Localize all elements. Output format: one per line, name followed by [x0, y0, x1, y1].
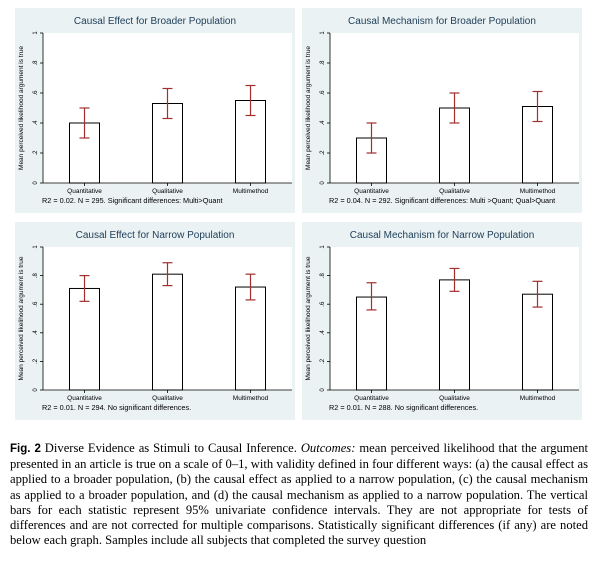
- y-tick-label: .2: [33, 150, 39, 156]
- x-tick-label: Qualitative: [439, 188, 470, 195]
- x-tick-label: Quantitative: [354, 188, 389, 195]
- bar-quantitative: [356, 296, 387, 391]
- y-tick-label: 1: [33, 245, 39, 249]
- chart-panel-1: Causal Effect for Broader Population 0 .2.…: [15, 8, 295, 213]
- x-tick-label: Qualitative: [439, 395, 470, 402]
- y-tick-label: .4: [320, 120, 326, 126]
- x-tick-label: Quantitative: [354, 395, 389, 402]
- y-tick-label: .2: [320, 150, 326, 156]
- caption-text-2: mean perceived likelihood that the argum…: [10, 441, 588, 548]
- y-tick-label: .4: [33, 330, 39, 336]
- y-tick-label: .6: [320, 90, 326, 96]
- bar-multimethod: [522, 293, 553, 391]
- y-axis-title: Mean perceived likelihood argument is tr…: [18, 256, 25, 380]
- bar-multimethod: [235, 286, 266, 391]
- x-tick-label: Multimethod: [233, 395, 269, 402]
- x-tick-label: Multimethod: [520, 188, 556, 195]
- y-axis-title: Mean perceived likelihood argument is tr…: [305, 46, 312, 170]
- bar-qualitative: [439, 279, 470, 391]
- y-tick-label: .8: [33, 272, 39, 278]
- y-axis-title: Mean perceived likelihood argument is tr…: [18, 46, 25, 170]
- y-tick-label: .2: [33, 358, 39, 364]
- y-axis-title: Mean perceived likelihood argument is tr…: [305, 256, 312, 380]
- chart-panel-3: Causal Effect for Narrow Population 0 .2 .4…: [15, 222, 295, 420]
- y-tick-label: 0: [33, 181, 39, 185]
- chart-note: R2 = 0.01. N = 294. No significant diffe…: [42, 403, 191, 412]
- chart-title: Causal Mechanism for Narrow Population: [350, 230, 535, 241]
- y-tick-label: 1: [33, 31, 39, 35]
- caption-outcomes-label: Outcomes:: [300, 441, 356, 455]
- caption-label: Fig. 2: [10, 443, 41, 455]
- bar-qualitative: [152, 273, 183, 391]
- chart-panel-2: Causal Mechanism for Broader Population 0…: [302, 8, 582, 213]
- y-tick-label: .4: [33, 120, 39, 126]
- y-tick-label: 1: [320, 31, 326, 35]
- x-tick-label: Qualitative: [152, 395, 183, 402]
- y-tick-label: .8: [320, 272, 326, 278]
- bar-quantitative: [69, 287, 100, 391]
- y-tick-label: .8: [33, 60, 39, 66]
- y-tick-label: .4: [320, 330, 326, 336]
- x-tick-label: Multimethod: [520, 395, 556, 402]
- y-tick-label: .6: [320, 301, 326, 307]
- figure-caption: Fig. 2 Diverse Evidence as Stimuli to Ca…: [10, 441, 588, 548]
- y-tick-label: 0: [33, 388, 39, 392]
- x-tick-label: Quantitative: [67, 395, 102, 402]
- x-tick-label: Multimethod: [233, 188, 269, 195]
- chart-note: R2 = 0.02. N = 295. Significant differen…: [42, 196, 223, 205]
- chart-note: R2 = 0.04. N = 292. Significant differen…: [329, 196, 555, 205]
- chart-title: Causal Effect for Broader Population: [74, 16, 236, 27]
- chart-title: Causal Mechanism for Broader Population: [348, 16, 536, 27]
- y-tick-label: 0: [320, 388, 326, 392]
- x-tick-label: Quantitative: [67, 188, 102, 195]
- y-tick-label: .6: [33, 90, 39, 96]
- chart-panel-4: Causal Mechanism for Narrow Population 0.…: [302, 222, 582, 420]
- chart-title: Causal Effect for Narrow Population: [76, 230, 235, 241]
- y-tick-label: .8: [320, 60, 326, 66]
- caption-text-1: Diverse Evidence as Stimuli to Causal In…: [40, 441, 301, 455]
- chart-note: R2 = 0.01. N = 288. No significant diffe…: [329, 403, 478, 412]
- y-tick-label: .6: [33, 301, 39, 307]
- y-tick-label: 1: [320, 245, 326, 249]
- y-tick-label: .2: [320, 358, 326, 364]
- y-tick-label: 0: [320, 181, 326, 185]
- x-tick-label: Qualitative: [152, 188, 183, 195]
- figure-panels: Causal Effect for Broader Population 0 .2.…: [15, 8, 582, 420]
